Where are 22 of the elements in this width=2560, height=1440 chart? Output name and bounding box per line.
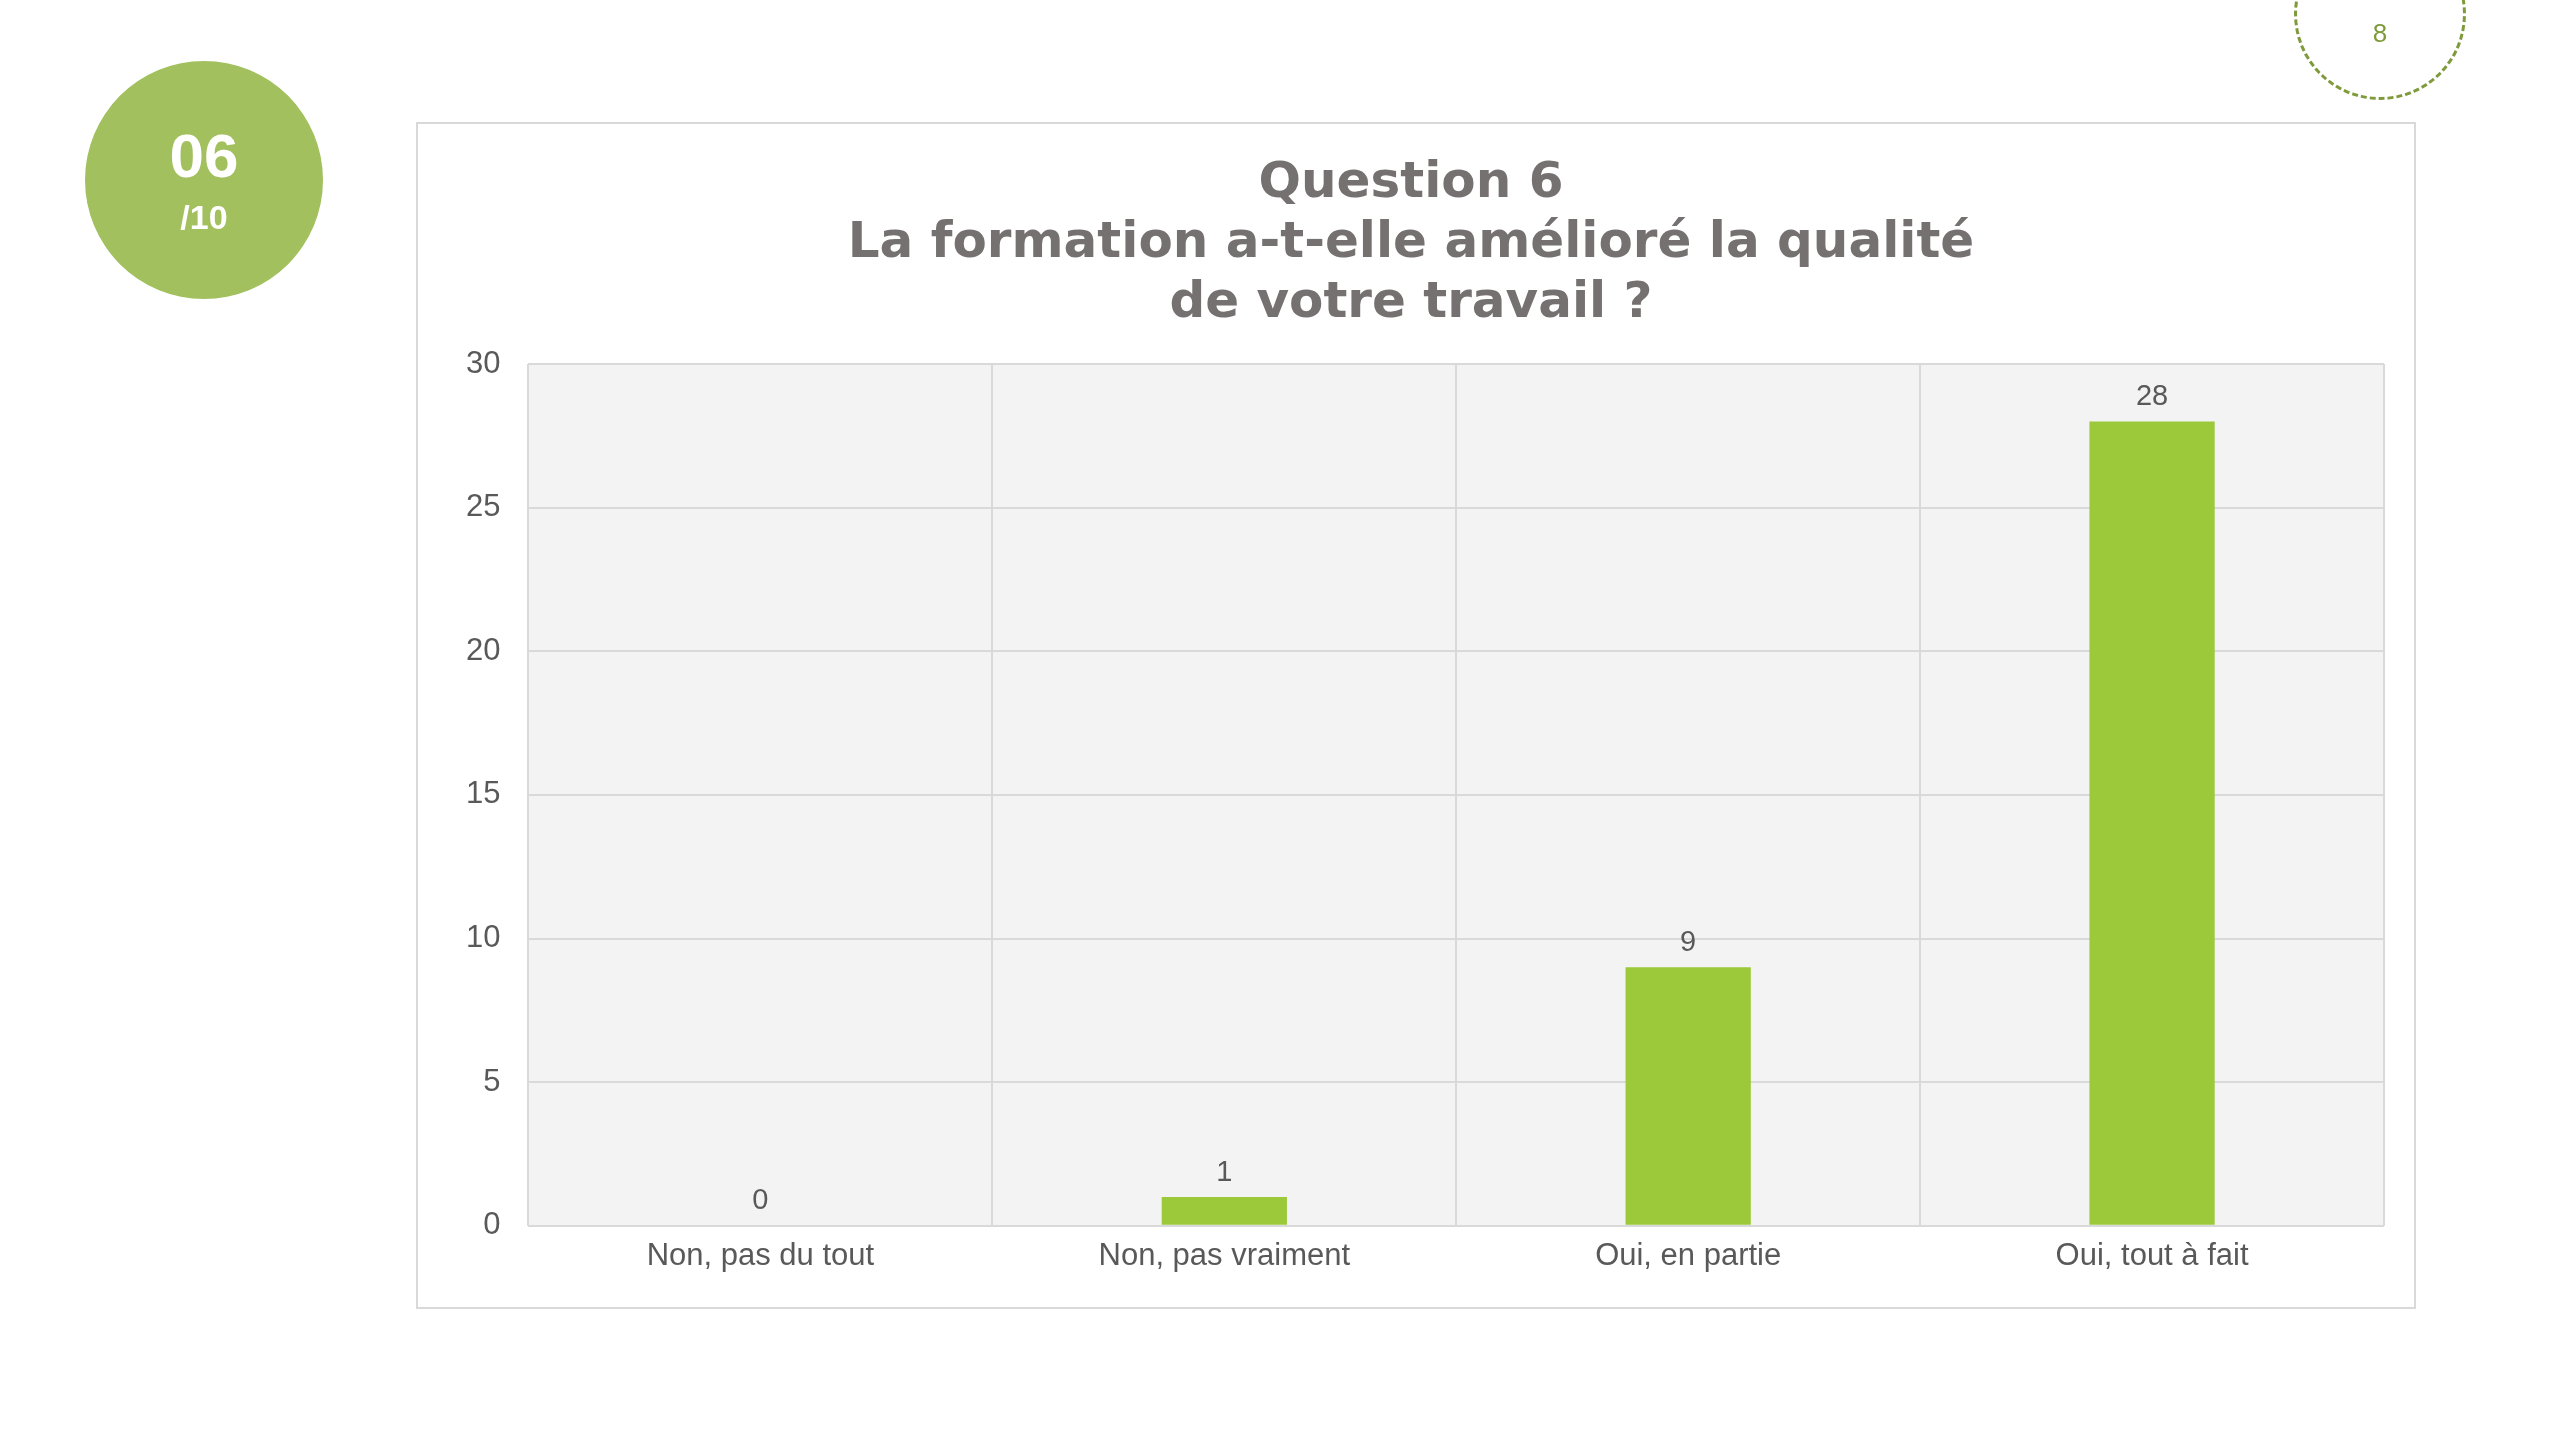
data-label: 28 bbox=[2135, 378, 2169, 411]
x-tick-label: Oui, tout à fait bbox=[2055, 1236, 2249, 1272]
y-tick-label: 10 bbox=[466, 919, 501, 955]
text: 8 bbox=[2371, 18, 2389, 49]
y-tick-label: 5 bbox=[483, 1062, 501, 1098]
x-tick-label: Non, pas vraiment bbox=[1098, 1236, 1351, 1272]
y-tick-label: 30 bbox=[466, 344, 501, 380]
data-label: 1 bbox=[1216, 1154, 1233, 1187]
bar bbox=[1161, 1197, 1287, 1225]
bar bbox=[1625, 967, 1751, 1225]
text: 06 bbox=[168, 120, 240, 191]
text: /10 bbox=[179, 198, 229, 237]
y-tick-label: 20 bbox=[466, 631, 501, 667]
y-tick-label: 15 bbox=[466, 775, 501, 811]
chart-title: Question 6 La formation a-t-elle amélioré la qualité de votre travail ? bbox=[847, 150, 1975, 329]
y-tick-label: 0 bbox=[483, 1206, 501, 1242]
y-tick-label: 25 bbox=[466, 488, 501, 524]
x-tick-label: Non, pas du tout bbox=[646, 1236, 875, 1272]
bar bbox=[2089, 421, 2215, 1225]
data-label: 0 bbox=[752, 1183, 769, 1216]
data-label: 9 bbox=[1680, 924, 1697, 957]
x-tick-label: Oui, en partie bbox=[1595, 1236, 1782, 1272]
